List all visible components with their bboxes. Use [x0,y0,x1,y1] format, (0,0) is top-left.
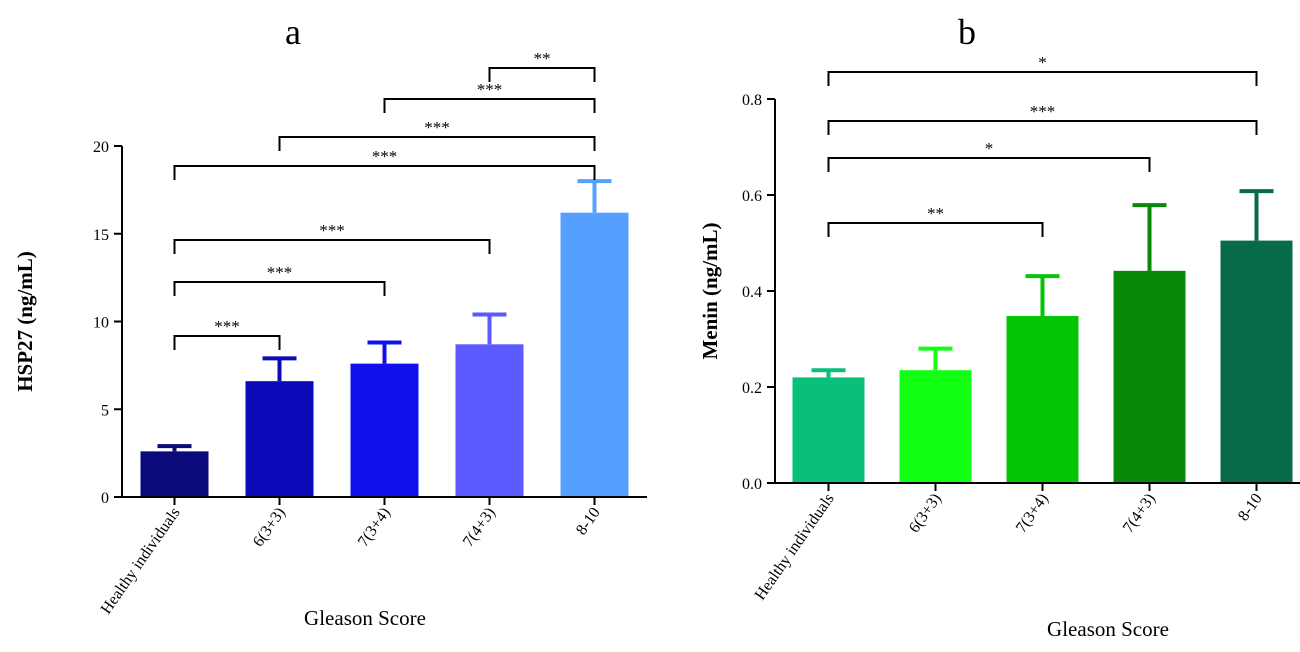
x-tick-label: 6(3+3) [906,491,945,537]
x-axis-title: Gleason Score [1047,617,1169,641]
y-axis-title: HSP27 (ng/mL) [13,251,37,392]
significance-bracket [827,222,1044,237]
significance-bracket [173,165,596,180]
significance-bracket [827,71,1258,86]
significance-bracket [488,67,596,82]
significance-label: *** [267,263,293,282]
y-tick-label: 0.6 [742,188,762,205]
significance-bracket [827,120,1258,135]
panel-letter: a [285,12,301,52]
x-tick-label: 8-10 [573,505,604,539]
x-tick-label: Healthy individuals [98,505,184,618]
x-tick-label: 7(3+4) [355,505,394,551]
y-tick-label: 10 [93,315,109,332]
bar-3 [455,344,524,497]
significance-label: *** [1030,102,1056,121]
bar-0 [140,451,209,497]
y-tick-label: 5 [101,402,109,419]
bar-4 [560,212,629,497]
x-tick-label: 8-10 [1235,491,1266,525]
chart-panel-a: a 0 5 10 15 20 Healthy individuals 6(3+3) 7(3+4)… [13,12,647,630]
y-tick-label: 0.0 [742,476,762,493]
x-tick-label: 7(4+3) [1120,491,1159,537]
significance-bracket [173,239,491,254]
x-tick-label: 7(3+4) [1013,491,1052,537]
significance-bracket [278,136,596,151]
significance-label: ** [534,49,551,68]
significance-label: * [1038,53,1047,72]
y-tick-label: 0 [101,490,109,507]
bar-4 [1220,240,1293,483]
x-axis-title: Gleason Score [304,606,426,630]
y-axis-title: Menin (ng/mL) [698,222,722,359]
y-tick-label: 0.2 [742,380,762,397]
significance-label: *** [319,221,345,240]
bar-2 [1006,315,1079,483]
significance-bracket [827,157,1151,172]
chart-panel-b: b 0.0 0.2 0.4 0.6 0.8 Healthy individuals 6(3+3… [698,12,1300,641]
x-tick-label: Healthy individuals [752,491,838,604]
significance-label: ** [927,204,944,223]
x-tick-label: 6(3+3) [250,505,289,551]
bar-1 [245,381,314,497]
panel-letter: b [958,12,976,52]
y-tick-label: 15 [93,227,109,244]
significance-bracket [383,98,596,113]
bar-2 [350,363,419,497]
significance-label: *** [424,118,450,137]
y-tick-label: 0.8 [742,92,762,109]
significance-label: *** [372,147,398,166]
bar-3 [1113,270,1186,483]
x-tick-label: 7(4+3) [460,505,499,551]
y-tick-label: 20 [93,139,109,156]
y-tick-label: 0.4 [742,284,762,301]
significance-label: *** [477,80,503,99]
significance-bracket [173,281,386,296]
significance-label: * [985,139,994,158]
bar-0 [792,377,865,483]
significance-bracket [173,335,281,350]
significance-label: *** [214,317,240,336]
bar-1 [899,370,972,483]
